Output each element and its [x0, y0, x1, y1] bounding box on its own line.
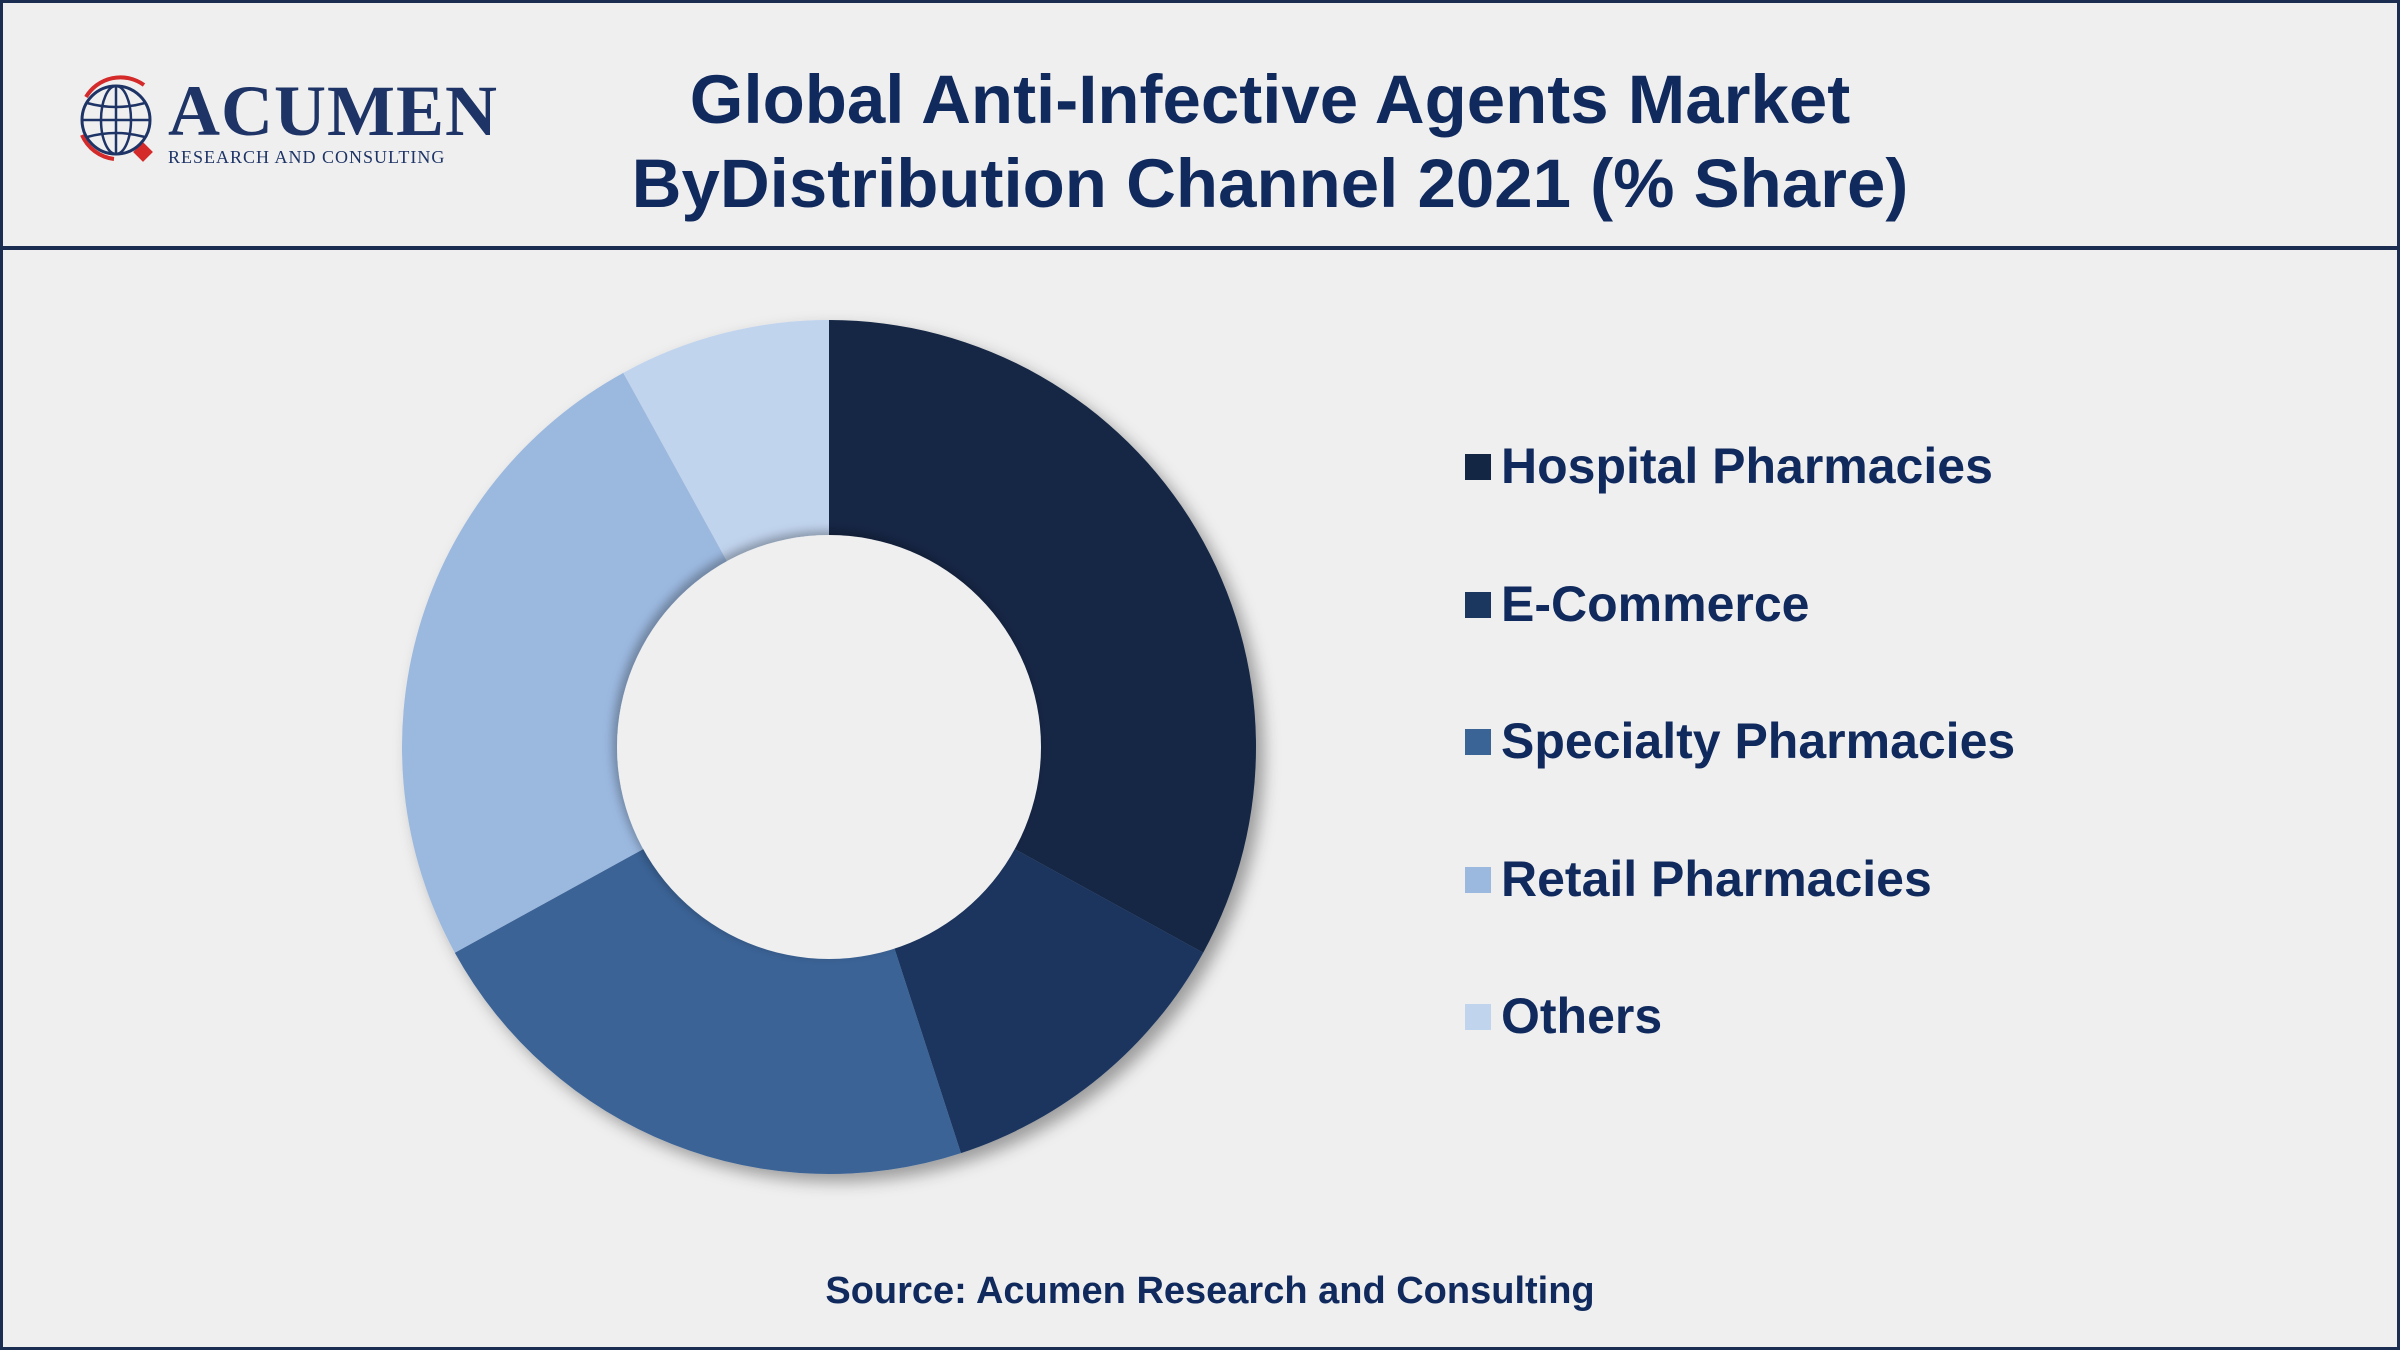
legend-swatch	[1465, 729, 1491, 755]
legend-swatch	[1465, 1004, 1491, 1030]
title-line-1: Global Anti-Infective Agents Market	[689, 61, 1851, 138]
slice-retail-pharmacies	[402, 372, 829, 953]
source-note: Source: Acumen Research and Consulting	[825, 1270, 1595, 1312]
chart-title: Global Anti-Infective Agents Market ByDi…	[540, 58, 2000, 226]
legend-swatch	[1465, 454, 1491, 480]
globe-icon	[80, 75, 153, 162]
donut-hole	[617, 535, 1041, 959]
logo-wordmark: ACUMEN	[168, 71, 498, 151]
legend-swatch	[1465, 866, 1491, 893]
header: ACUMEN RESEARCH AND CONSULTING Global An…	[0, 0, 2400, 250]
legend-label: Retail Pharmacies	[1501, 850, 1932, 907]
title-line-2: ByDistribution Channel 2021 (% Share)	[631, 145, 1909, 222]
legend-label: E-Commerce	[1501, 575, 1810, 632]
legend-label: Hospital Pharmacies	[1501, 438, 1993, 494]
legend-label: Others	[1501, 988, 1663, 1044]
legend-swatch	[1465, 591, 1491, 618]
logo: ACUMEN RESEARCH AND CONSULTING	[74, 75, 497, 167]
logo-tagline: RESEARCH AND CONSULTING	[168, 147, 446, 167]
legend-label: Specialty Pharmacies	[1501, 713, 2016, 769]
